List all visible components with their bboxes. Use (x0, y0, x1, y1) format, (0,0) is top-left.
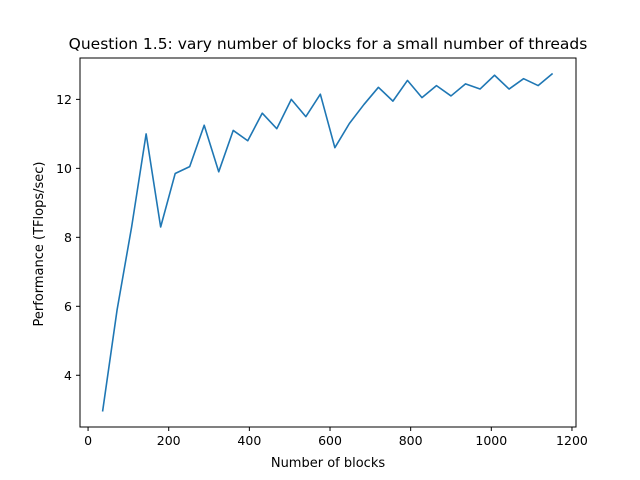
x-axis-label: Number of blocks (271, 456, 386, 471)
x-tick-label: 600 (318, 433, 342, 448)
x-axis: 0 200 400 600 800 1000 1200 (84, 427, 588, 448)
x-tick-label: 400 (237, 433, 261, 448)
y-axis-label: Performance (TFlops/sec) (32, 162, 47, 327)
x-tick-label: 1200 (556, 433, 588, 448)
x-tick-label: 200 (157, 433, 181, 448)
y-axis: 4 6 8 10 12 (56, 92, 80, 383)
series-line (101, 72, 554, 412)
x-tick-label: 0 (84, 433, 92, 448)
plot-area (79, 57, 577, 428)
x-tick-label: 800 (399, 433, 423, 448)
y-tick-label: 10 (56, 161, 72, 176)
plot-frame (79, 57, 577, 428)
chart-title: Question 1.5: vary number of blocks for … (69, 35, 588, 53)
y-tick-label: 12 (56, 92, 72, 107)
y-tick-label: 6 (64, 299, 72, 314)
y-tick-label: 4 (64, 368, 72, 383)
y-tick-label: 8 (64, 230, 72, 245)
x-tick-label: 1000 (475, 433, 507, 448)
